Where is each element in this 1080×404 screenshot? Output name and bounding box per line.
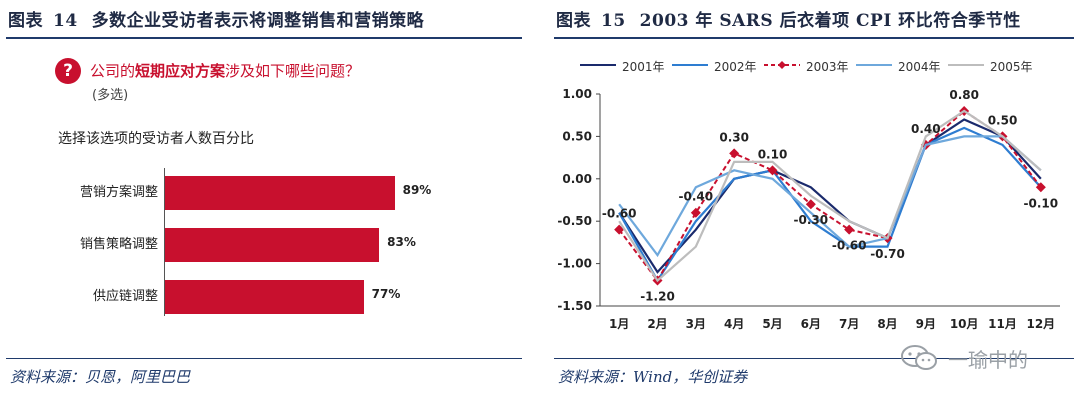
bar-row: 供应链调整 77% xyxy=(0,276,528,314)
figure-title-left: 图表 14 多数企业受访者表示将调整销售和营销策略 xyxy=(8,6,528,31)
right-panel: 图表 15 2003 年 SARS 后衣着项 CPI 环比符合季节性 2001年 20… xyxy=(548,0,1080,404)
x-tick-label: 9月 xyxy=(916,317,936,331)
data-label: -1.20 xyxy=(640,290,675,304)
x-tick-label: 10月 xyxy=(950,317,979,331)
legend-label: 2001年 xyxy=(622,60,665,74)
data-point xyxy=(1035,182,1046,193)
bar-axis xyxy=(164,168,165,316)
figure-label: 图表 xyxy=(8,11,43,31)
x-tick-label: 2月 xyxy=(647,317,667,331)
title-rule xyxy=(6,37,522,39)
data-label: -0.60 xyxy=(602,207,637,221)
y-tick-label: -1.00 xyxy=(557,257,592,271)
source-note-left: 资料来源：贝恩，阿里巴巴 xyxy=(10,368,191,386)
bar-category-label: 销售策略调整 xyxy=(79,237,158,252)
y-tick-label: 0.00 xyxy=(562,172,592,186)
y-tick-label: 1.00 xyxy=(562,87,592,101)
y-tick-label: 0.50 xyxy=(562,129,592,143)
source-note-right: 资料来源：Wind，华创证券 xyxy=(558,368,748,386)
legend-swatch xyxy=(856,64,892,66)
x-tick-label: 8月 xyxy=(877,317,897,331)
bar-category-label: 供应链调整 xyxy=(92,289,158,304)
legend-swatch xyxy=(764,61,800,69)
legend-swatch xyxy=(672,64,708,66)
data-label: -0.70 xyxy=(870,247,905,261)
bar xyxy=(165,176,395,210)
y-tick-label: -0.50 xyxy=(557,214,592,228)
multi-select-note: (多选) xyxy=(92,88,129,103)
legend-label: 2003年 xyxy=(806,60,849,74)
watermark: 一瑜中的 xyxy=(900,344,1070,374)
watermark-text: 一瑜中的 xyxy=(948,348,1028,372)
data-label: -0.40 xyxy=(679,190,714,204)
legend-label: 2004年 xyxy=(898,60,941,74)
question-suffix: 涉及如下哪些问题？ xyxy=(225,62,361,80)
figure-title-text: 多数企业受访者表示将调整销售和营销策略 xyxy=(91,11,425,31)
data-label: 0.50 xyxy=(988,113,1018,127)
legend-swatch xyxy=(580,64,616,66)
legend-label: 2005年 xyxy=(990,60,1033,74)
question-highlight: 短期应对方案 xyxy=(135,62,226,80)
figure-title-text: 2003 年 SARS 后衣着项 CPI 环比符合季节性 xyxy=(639,11,1021,31)
data-point xyxy=(729,148,740,159)
bar-row: 销售策略调整 83% xyxy=(0,224,528,262)
wechat-icon xyxy=(901,345,937,370)
left-panel: 图表 14 多数企业受访者表示将调整销售和营销策略 ? 公司的短期应对方案涉及如下哪… xyxy=(0,0,528,404)
title-rule xyxy=(554,37,1074,39)
bar-value-label: 77% xyxy=(371,287,401,301)
data-label: 0.30 xyxy=(719,130,749,144)
survey-question: 公司的短期应对方案涉及如下哪些问题？ xyxy=(90,60,360,81)
data-label: -0.30 xyxy=(794,213,829,227)
question-icon: ? xyxy=(55,58,81,84)
series-line xyxy=(618,126,1042,283)
bar-value-label: 83% xyxy=(387,235,416,249)
horizontal-bar-chart: 营销方案调整 89% 销售策略调整 83% 供应链调整 77% xyxy=(0,168,528,318)
x-tick-label: 5月 xyxy=(762,317,782,331)
legend-swatch xyxy=(948,64,984,66)
figure-number: 14 xyxy=(53,11,78,31)
data-label: -0.60 xyxy=(832,239,867,253)
x-tick-label: 7月 xyxy=(839,317,859,331)
data-point xyxy=(767,165,778,176)
x-tick-label: 3月 xyxy=(686,317,706,331)
bar-category-label: 营销方案调整 xyxy=(79,185,158,200)
data-point xyxy=(690,207,701,218)
bar xyxy=(165,228,380,262)
data-label: -0.10 xyxy=(1024,196,1059,210)
series-line xyxy=(618,118,1042,274)
x-tick-label: 1月 xyxy=(609,317,629,331)
data-label: 0.10 xyxy=(758,147,788,161)
data-point xyxy=(844,224,855,235)
series-line xyxy=(618,135,1042,258)
figure-label: 图表 xyxy=(556,11,591,31)
chart-legend: 2001年 2002年 2003年 2004年 2005年 xyxy=(578,56,1078,76)
data-label: 0.80 xyxy=(949,88,979,102)
x-tick-label: 12月 xyxy=(1026,317,1055,331)
x-tick-label: 4月 xyxy=(724,317,744,331)
data-point xyxy=(805,199,816,210)
y-tick-label: -1.50 xyxy=(557,299,592,313)
bar xyxy=(165,280,364,314)
chart-subtitle: 选择该选项的受访者人数百分比 xyxy=(58,131,254,147)
source-rule xyxy=(554,358,1074,359)
series-line xyxy=(618,109,1042,283)
legend-label: 2002年 xyxy=(714,60,757,74)
x-tick-label: 6月 xyxy=(801,317,821,331)
bar-row: 营销方案调整 89% xyxy=(0,172,528,210)
series-line xyxy=(618,109,1042,283)
data-label: 0.40 xyxy=(911,122,941,136)
figure-title-right: 图表 15 2003 年 SARS 后衣着项 CPI 环比符合季节性 xyxy=(556,6,1080,31)
bar-value-label: 89% xyxy=(402,183,432,197)
source-rule xyxy=(6,358,522,359)
figure-number: 15 xyxy=(601,11,626,31)
x-tick-label: 11月 xyxy=(988,317,1017,331)
line-chart: 1.00 0.50 0.00 -0.50 -1.00 -1.50 1月 2月 3月 4月 5月 6月 7… xyxy=(557,87,1060,331)
data-point xyxy=(614,224,625,235)
question-prefix: 公司的 xyxy=(90,62,136,80)
